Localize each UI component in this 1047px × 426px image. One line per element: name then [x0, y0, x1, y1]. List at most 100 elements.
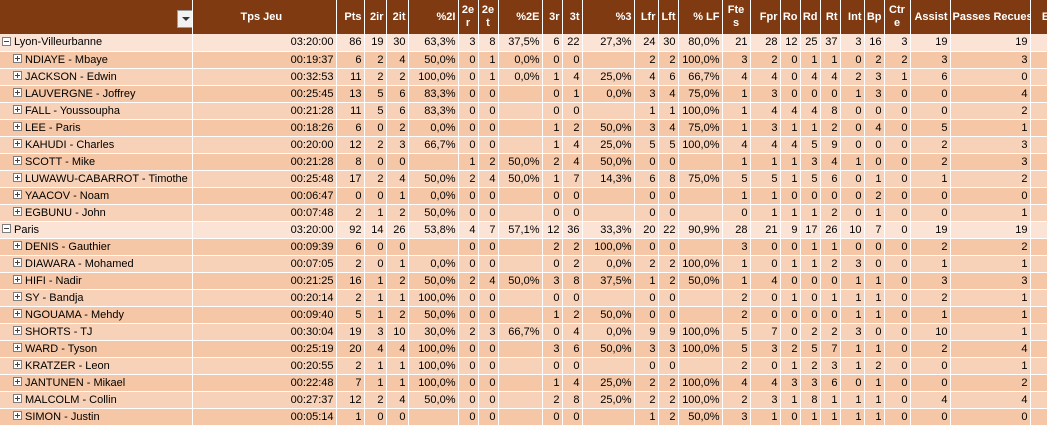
player-row[interactable]: SCOTT - Mike 00:21:28 8 0 0 1 2 50,0% 2 4 50,0% 0 0 1… [0, 153, 1047, 171]
col-header-assist[interactable]: Assist [910, 0, 951, 34]
player-row[interactable]: SY - Bandja 00:20:14 2 1 1 100,0% 0 0 0 0 0 0 2 0 1 0 1 1… [0, 289, 1047, 307]
col-header-tps-jeu[interactable]: Tps Jeu [192, 0, 337, 34]
player-name-cell[interactable]: SHORTS - TJ [0, 323, 193, 341]
player-row[interactable]: WARD - Tyson 00:25:19 20 4 4 100,0% 0 0 3 6 50,0% 3… [0, 340, 1047, 358]
player-name-cell[interactable]: DENIS - Gauthier [0, 238, 193, 256]
player-row[interactable]: FALL - Youssoupha 00:21:28 11 5 6 83,3% 0 0 0 0 1 1… [0, 102, 1047, 120]
player-name-cell[interactable]: SY - Bandja [0, 289, 193, 307]
expand-plus-icon[interactable] [13, 411, 22, 421]
team-row[interactable]: Paris 03:20:00 92 14 26 53,8% 4 7 57,1% 12 36 33,3%… [0, 221, 1047, 239]
player-row[interactable]: NDIAYE - Mbaye 00:19:37 6 2 4 50,0% 0 1 0,0% 0 0 2 2… [0, 51, 1047, 69]
player-name-cell[interactable]: JACKSON - Edwin [0, 68, 193, 86]
player-row[interactable]: NGOUAMA - Mehdy 00:09:40 5 1 2 50,0% 0 0 1 2 50,0%… [0, 306, 1047, 324]
player-row[interactable]: JANTUNEN - Mikael 00:22:48 7 1 1 100,0% 0 0 1 4 25… [0, 374, 1047, 392]
player-row[interactable]: KAHUDI - Charles 00:20:00 12 2 3 66,7% 0 0 1 4 25,… [0, 136, 1047, 154]
player-name-cell[interactable]: EGBUNU - John [0, 204, 193, 222]
player-row[interactable]: SIMON - Justin 00:05:14 1 0 0 0 0 0 0 1 2 50,0% 3 1 0 1… [0, 408, 1047, 426]
player-name-cell[interactable]: KAHUDI - Charles [0, 136, 193, 154]
col-header-ro[interactable]: Ro [780, 0, 801, 34]
player-name-cell[interactable]: NGOUAMA - Mehdy [0, 306, 193, 324]
col-header-ftes[interactable]: Fte s [722, 0, 751, 34]
collapse-minus-icon[interactable] [2, 224, 11, 234]
dropdown-arrow-icon[interactable] [177, 10, 191, 28]
player-name-cell[interactable]: HIFI - Nadir [0, 272, 193, 290]
player-name-cell[interactable]: MALCOLM - Collin [0, 391, 193, 409]
col-header-2ir[interactable]: 2ir [364, 0, 387, 34]
col-header-int[interactable]: Int [840, 0, 865, 34]
expand-plus-icon[interactable] [13, 139, 22, 149]
player-row[interactable]: SHORTS - TJ 00:30:04 19 3 10 30,0% 2 3 66,7% 0 4 0,… [0, 323, 1047, 341]
player-name-cell[interactable]: LAUVERGNE - Joffrey [0, 85, 193, 103]
player-stat-cell: 4 [780, 102, 801, 120]
col-header-fpr[interactable]: Fpr [750, 0, 781, 34]
player-stat-cell: 0 [634, 306, 659, 324]
player-row[interactable]: DIAWARA - Mohamed 00:07:05 2 0 1 0,0% 0 0 0 2 0,0%… [0, 255, 1047, 273]
expand-plus-icon[interactable] [13, 207, 22, 217]
player-name-cell[interactable]: FALL - Youssoupha [0, 102, 193, 120]
col-header-bp[interactable]: Bp [864, 0, 885, 34]
expand-plus-icon[interactable] [13, 71, 22, 81]
col-header-ctre[interactable]: Ctr e [884, 0, 911, 34]
col-header-3r[interactable]: 3r [542, 0, 563, 34]
col-header-lft[interactable]: Lft [658, 0, 679, 34]
expand-plus-icon[interactable] [13, 54, 22, 64]
player-row[interactable]: KRATZER - Leon 00:20:55 2 1 1 100,0% 0 0 0 0 0 0 2 0 1… [0, 357, 1047, 375]
col-header-pts[interactable]: Pts [336, 0, 365, 34]
team-name-cell[interactable]: Lyon-Villeurbanne [0, 34, 193, 52]
expand-plus-icon[interactable] [13, 343, 22, 353]
player-stat-cell: 0 [478, 102, 499, 120]
expand-plus-icon[interactable] [13, 88, 22, 98]
player-name-cell[interactable]: SCOTT - Mike [0, 153, 193, 171]
col-header-eval[interactable]: Eval [1030, 0, 1047, 34]
player-name-cell[interactable]: LUWAWU-CABARROT - Timothe [0, 170, 193, 188]
expand-plus-icon[interactable] [13, 173, 22, 183]
player-row[interactable]: MALCOLM - Collin 00:27:37 12 2 4 50,0% 0 0 2 8 25,… [0, 391, 1047, 409]
player-name-cell[interactable]: JANTUNEN - Mikael [0, 374, 193, 392]
col-header-pct-2i[interactable]: %2I [408, 0, 459, 34]
player-row[interactable]: EGBUNU - John 00:07:48 2 1 2 50,0% 0 0 0 0 0 0 0 1 1 1 2… [0, 204, 1047, 222]
player-row[interactable]: LAUVERGNE - Joffrey 00:25:45 13 5 6 83,3% 0 0 0 1… [0, 85, 1047, 103]
expand-plus-icon[interactable] [13, 394, 22, 404]
col-header-2er[interactable]: 2e r [458, 0, 479, 34]
player-row[interactable]: YAACOV - Noam 00:06:47 0 0 1 0,0% 0 0 0 0 0 0 1 1 0 0 0 0… [0, 187, 1047, 205]
expand-plus-icon[interactable] [13, 292, 22, 302]
expand-plus-icon[interactable] [13, 326, 22, 336]
team-name-cell[interactable]: Paris [0, 221, 193, 239]
player-stat-cell: 1 [820, 51, 841, 69]
player-name-cell[interactable]: WARD - Tyson [0, 340, 193, 358]
expand-plus-icon[interactable] [13, 258, 22, 268]
expand-plus-icon[interactable] [13, 122, 22, 132]
player-name: SCOTT - Mike [25, 155, 96, 168]
col-header-rd[interactable]: Rd [800, 0, 821, 34]
player-name-cell[interactable]: YAACOV - Noam [0, 187, 193, 205]
col-header-3t[interactable]: 3t [562, 0, 583, 34]
player-row[interactable]: JACKSON - Edwin 00:32:53 11 2 2 100,0% 0 1 0,0% 1… [0, 68, 1047, 86]
col-header-rt[interactable]: Rt [820, 0, 841, 34]
player-row[interactable]: DENIS - Gauthier 00:09:39 6 0 0 0 0 2 2 100,0% 0 0 3… [0, 238, 1047, 256]
player-name-cell[interactable]: NDIAYE - Mbaye [0, 51, 193, 69]
team-row[interactable]: Lyon-Villeurbanne 03:20:00 86 19 30 63,3% 3 8 37… [0, 34, 1047, 52]
collapse-minus-icon[interactable] [2, 36, 11, 46]
col-header-2it[interactable]: 2it [386, 0, 409, 34]
col-header-pct-2e[interactable]: %2E [498, 0, 543, 34]
expand-plus-icon[interactable] [13, 156, 22, 166]
expand-plus-icon[interactable] [13, 360, 22, 370]
expand-plus-icon[interactable] [13, 377, 22, 387]
player-name-cell[interactable]: KRATZER - Leon [0, 357, 193, 375]
expand-plus-icon[interactable] [13, 241, 22, 251]
col-header-2et[interactable]: 2e t [478, 0, 499, 34]
player-name-cell[interactable]: LEE - Paris [0, 119, 193, 137]
expand-plus-icon[interactable] [13, 105, 22, 115]
player-name-cell[interactable]: SIMON - Justin [0, 408, 193, 426]
col-header-lfr[interactable]: Lfr [634, 0, 659, 34]
col-header-pct-3[interactable]: %3 [582, 0, 635, 34]
player-row[interactable]: LUWAWU-CABARROT - Timothe 00:25:48 17 2 4 50,… [0, 170, 1047, 188]
player-name-cell[interactable]: DIAWARA - Mohamed [0, 255, 193, 273]
expand-plus-icon[interactable] [13, 309, 22, 319]
expand-plus-icon[interactable] [13, 190, 22, 200]
col-header-pct-lf[interactable]: % LF [678, 0, 723, 34]
player-row[interactable]: HIFI - Nadir 00:21:25 16 1 2 50,0% 2 4 50,0% 3 8 37… [0, 272, 1047, 290]
expand-plus-icon[interactable] [13, 275, 22, 285]
player-row[interactable]: LEE - Paris 00:18:26 6 0 2 0,0% 0 0 1 2 50,0% 3 4 75,… [0, 119, 1047, 137]
col-header-passes-recues[interactable]: Passes Recues [950, 0, 1031, 34]
